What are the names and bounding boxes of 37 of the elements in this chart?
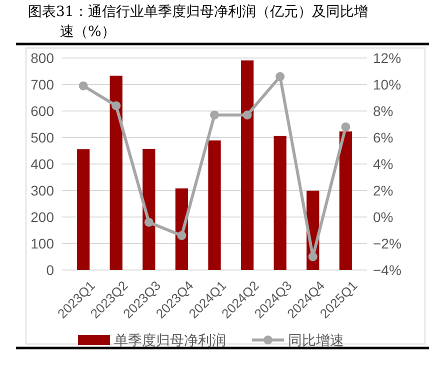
- y2-tick-label: 2%: [373, 182, 394, 198]
- bar: [142, 148, 156, 270]
- y2-tick-label: −4%: [373, 262, 402, 278]
- y-tick-label: 500: [30, 129, 54, 146]
- bar: [240, 60, 254, 270]
- point: [112, 101, 121, 110]
- y2-tick-label: 6%: [373, 129, 394, 146]
- y2-tick-label: 8%: [373, 102, 394, 119]
- point: [276, 72, 285, 82]
- bar: [77, 149, 90, 270]
- chart-title: 图表31：通信行业单季度归母净利润（亿元）及同比增速（%）: [28, 4, 368, 40]
- y2-tick-label: 10%: [373, 76, 402, 92]
- bar: [339, 131, 352, 270]
- y-tick-label: 600: [30, 102, 54, 119]
- bar: [274, 136, 286, 270]
- y-tick-label: 0: [46, 262, 54, 278]
- y-tick-label: 300: [30, 182, 54, 198]
- point: [341, 122, 350, 132]
- y-tick-label: 400: [30, 156, 54, 172]
- point: [177, 231, 186, 240]
- y2-tick-label: −2%: [373, 235, 402, 252]
- bar: [110, 76, 122, 270]
- bar: [208, 140, 221, 270]
- point: [242, 110, 252, 120]
- y-tick-label: 100: [30, 235, 54, 252]
- legend-label: 同比增速: [288, 332, 344, 349]
- y2-tick-label: 0%: [373, 208, 394, 225]
- point: [308, 252, 318, 262]
- point: [210, 110, 219, 120]
- legend-label: 单季度归母净利润: [114, 332, 226, 349]
- y2-tick-label: 4%: [373, 156, 394, 172]
- y-tick-label: 700: [30, 76, 54, 92]
- point: [144, 218, 154, 227]
- y-tick-label: 800: [30, 50, 54, 66]
- y2-tick-label: 12%: [373, 50, 402, 66]
- y-tick-label: 200: [30, 208, 54, 225]
- point: [78, 81, 88, 90]
